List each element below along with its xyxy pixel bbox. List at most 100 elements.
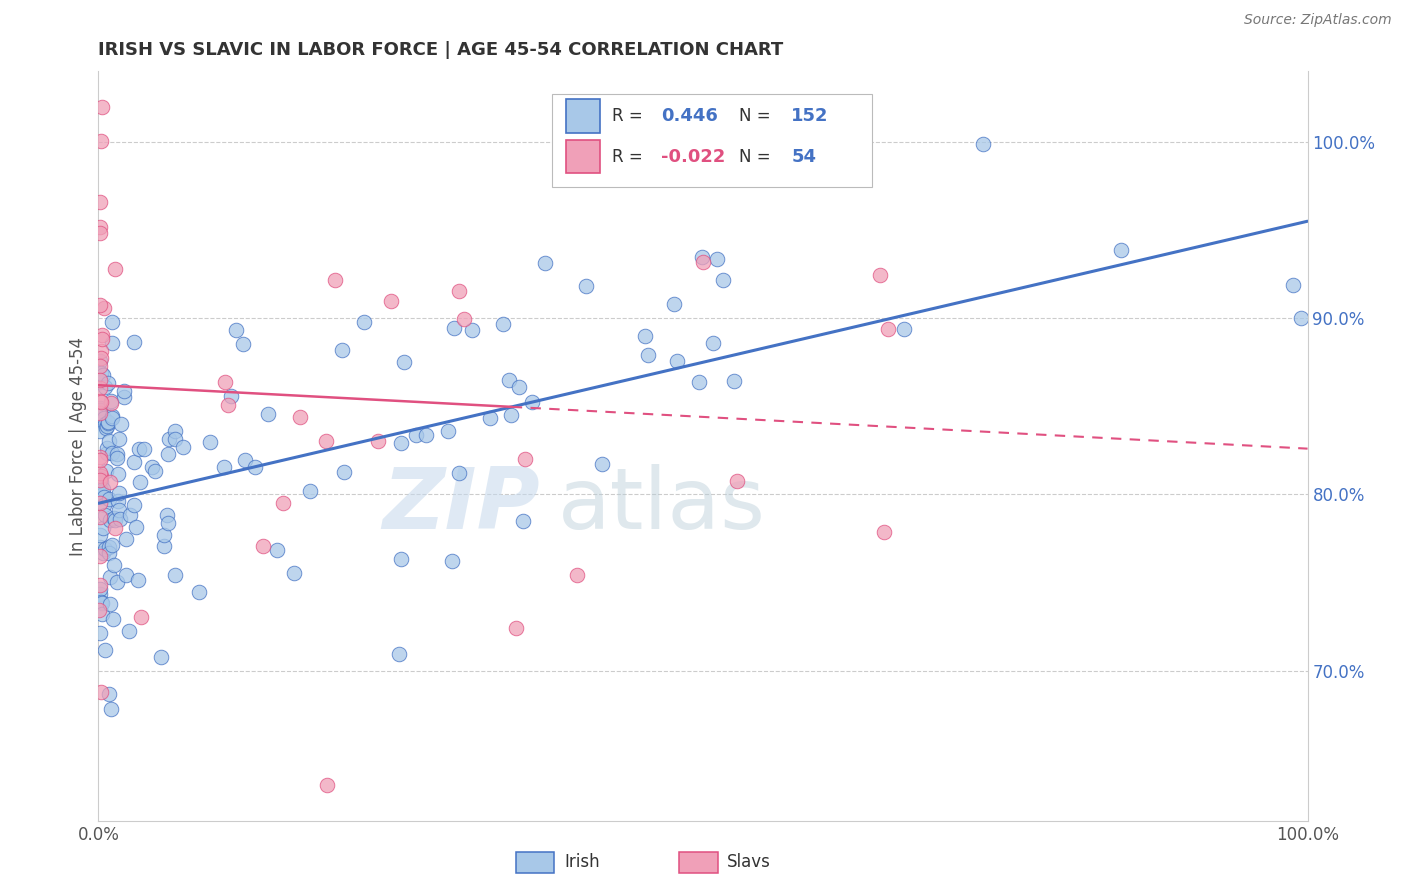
- Point: [91, 368, 114, 383]
- Point: [575, 278, 598, 293]
- Point: [89, 401, 111, 415]
- Point: [1282, 277, 1305, 292]
- Point: [283, 566, 305, 580]
- Point: [89, 220, 111, 235]
- Point: [125, 519, 148, 533]
- Point: [112, 390, 135, 404]
- Point: [508, 380, 530, 394]
- Point: [98, 513, 121, 527]
- Point: [232, 336, 254, 351]
- Point: [330, 343, 353, 357]
- Text: N =: N =: [740, 107, 776, 125]
- Point: [89, 483, 111, 498]
- Point: [256, 407, 278, 421]
- Point: [634, 328, 657, 343]
- Point: [515, 452, 537, 467]
- Point: [706, 252, 728, 267]
- Point: [89, 484, 111, 499]
- Point: [90, 395, 112, 409]
- Point: [90, 332, 112, 346]
- Point: [89, 466, 111, 480]
- Text: R =: R =: [613, 147, 648, 166]
- Point: [91, 327, 114, 342]
- Point: [91, 482, 114, 496]
- Point: [89, 473, 111, 487]
- Point: [89, 381, 111, 395]
- Point: [172, 440, 194, 454]
- Point: [89, 452, 111, 467]
- Point: [453, 311, 475, 326]
- Point: [105, 447, 128, 461]
- Point: [299, 484, 322, 499]
- Point: [380, 294, 402, 309]
- Point: [101, 411, 124, 425]
- Point: [367, 434, 389, 448]
- Point: [316, 778, 339, 792]
- Point: [591, 457, 613, 471]
- Point: [332, 466, 354, 480]
- Point: [94, 417, 117, 431]
- Point: [89, 227, 111, 241]
- Text: 152: 152: [792, 107, 828, 125]
- Point: [607, 137, 630, 152]
- Point: [323, 273, 346, 287]
- Text: ZIP: ZIP: [382, 465, 540, 548]
- Text: Irish: Irish: [564, 853, 599, 871]
- Point: [163, 568, 186, 582]
- Point: [89, 407, 111, 421]
- Point: [243, 460, 266, 475]
- Point: [499, 409, 522, 423]
- Point: [108, 486, 131, 500]
- Point: [165, 424, 187, 438]
- Point: [89, 194, 111, 209]
- Point: [89, 376, 111, 390]
- Point: [100, 335, 122, 350]
- Point: [91, 546, 114, 560]
- Text: Source: ZipAtlas.com: Source: ZipAtlas.com: [1244, 13, 1392, 28]
- FancyBboxPatch shape: [516, 852, 554, 873]
- Text: 54: 54: [792, 147, 817, 166]
- Point: [89, 626, 111, 640]
- Point: [252, 539, 274, 553]
- Point: [447, 467, 470, 481]
- Point: [110, 417, 132, 432]
- Point: [1109, 243, 1132, 257]
- Point: [93, 301, 115, 315]
- Point: [93, 643, 115, 657]
- Text: 0.446: 0.446: [661, 107, 717, 125]
- Point: [93, 380, 115, 394]
- Point: [98, 570, 121, 584]
- Point: [101, 612, 124, 626]
- Point: [89, 424, 111, 438]
- Point: [104, 262, 127, 277]
- Point: [534, 256, 557, 270]
- Point: [91, 607, 114, 621]
- Point: [132, 442, 155, 456]
- Point: [96, 420, 118, 434]
- Point: [692, 254, 714, 268]
- Point: [290, 410, 312, 425]
- Text: atlas: atlas: [558, 465, 766, 548]
- Point: [98, 598, 121, 612]
- Point: [662, 297, 685, 311]
- Point: [89, 298, 111, 312]
- Point: [688, 375, 710, 389]
- Point: [115, 568, 138, 582]
- Point: [266, 543, 288, 558]
- Point: [972, 136, 994, 151]
- Point: [118, 624, 141, 639]
- Point: [143, 464, 166, 478]
- Point: [89, 509, 111, 524]
- Point: [461, 323, 484, 337]
- Point: [94, 542, 117, 557]
- Point: [877, 322, 900, 336]
- Point: [90, 595, 112, 609]
- Point: [702, 335, 724, 350]
- Point: [90, 351, 112, 366]
- Point: [153, 528, 176, 542]
- Point: [96, 445, 118, 459]
- Point: [90, 491, 112, 505]
- Point: [89, 408, 111, 422]
- Point: [97, 540, 120, 554]
- Point: [89, 403, 111, 417]
